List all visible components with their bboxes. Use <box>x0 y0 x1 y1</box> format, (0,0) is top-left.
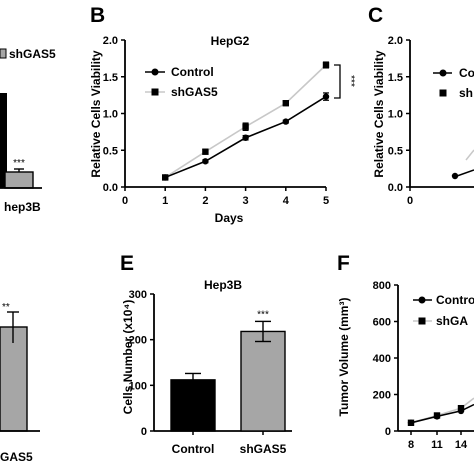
chart-title-b: HepG2 <box>211 34 250 48</box>
legend-label-shgas5: shGAS5 <box>9 47 56 61</box>
y-tick-label-b: 0.0 <box>103 182 118 194</box>
legend-label-shgas5-b: shGAS5 <box>171 85 218 99</box>
panel-letter-e: E <box>120 252 134 275</box>
y-tick-label-e: 100 <box>129 380 147 392</box>
y-tick-label-b: 0.5 <box>103 145 118 157</box>
significance-b: *** <box>345 75 356 87</box>
data-point-control-c <box>451 172 459 180</box>
y-tick-label-f: 0 <box>385 426 391 438</box>
x-tick-label-f: 8 <box>408 439 414 451</box>
data-point-shgas5-f <box>407 419 415 426</box>
x-tick-label-b: 4 <box>283 195 290 207</box>
data-point-control-b <box>202 158 209 165</box>
data-point-shgas5-f <box>457 404 465 412</box>
significance-d: ** <box>2 302 10 313</box>
x-tick-label-e: Control <box>172 442 215 456</box>
y-tick-label-e: 300 <box>129 289 147 301</box>
legend-swatch-shgas5 <box>0 48 7 59</box>
x-tick-label-c: 0 <box>407 195 413 207</box>
data-point-shgas5-b <box>322 61 330 69</box>
y-tick-label-b: 1.0 <box>103 109 118 121</box>
y-tick-label-b: 1.5 <box>103 72 118 84</box>
x-tick-label-b: 1 <box>162 195 168 207</box>
data-point-shgas5-b <box>202 148 209 155</box>
y-tick-label-c: 2.0 <box>388 35 403 47</box>
x-tick-label-b: 2 <box>202 195 208 207</box>
y-tick-label-f: 600 <box>373 317 391 329</box>
x-tick-label-b: 3 <box>243 195 249 207</box>
bar-control <box>0 93 7 188</box>
y-tick-label-e: 200 <box>129 335 147 347</box>
y-tick-label-f: 400 <box>373 353 391 365</box>
chart-title-e: Hep3B <box>204 278 242 292</box>
data-point-control-b <box>282 118 289 125</box>
legend-marker-control-c <box>439 69 447 77</box>
x-tick-label-b: 5 <box>323 195 329 207</box>
data-point-control-b <box>322 93 330 100</box>
panel-e: Hep3B Cells Number (x10⁴) 0 100 200 300 Cont… <box>121 278 292 456</box>
legend-marker-shgas5 <box>151 88 159 96</box>
panel-b: HepG2 Relative Cells Viability Days 0 1 2 3… <box>89 34 356 225</box>
data-point-shgas5-b <box>242 123 249 130</box>
y-axis-title-f: Tumor Volume (mm³) <box>337 298 351 417</box>
y-axis-title-e: Cells Number (x10⁴) <box>121 300 135 415</box>
panel-a: shGAS5 *** hep3B <box>0 47 56 214</box>
y-tick-label-c: 0.0 <box>388 182 403 194</box>
series-line-shgas5-b <box>164 64 327 179</box>
x-tick-label-f: 14 <box>455 439 468 451</box>
panel-letter-c: C <box>368 4 383 27</box>
series-line-shgas5-c <box>465 149 474 161</box>
bar-shgas5 <box>240 330 286 432</box>
y-tick-label-f: 800 <box>373 280 391 292</box>
tick-label-hep3b: hep3B <box>4 200 41 214</box>
y-tick-label-b: 2.0 <box>103 35 118 47</box>
x-tick-label-e: shGAS5 <box>240 442 287 456</box>
panel-letter-b: B <box>90 4 105 27</box>
y-tick-label-c: 1.5 <box>388 72 403 84</box>
significance-a: *** <box>13 158 25 169</box>
data-point-control-b <box>242 134 249 141</box>
panel-d: ** GAS5 <box>0 302 40 464</box>
series-line-f <box>410 403 474 424</box>
y-tick-label-f: 200 <box>373 390 391 402</box>
bar-shgas5 <box>4 171 34 189</box>
series-line-f <box>410 397 474 424</box>
data-point-shgas5-f <box>433 412 441 419</box>
bar-control <box>170 379 216 432</box>
x-axis-title-b: Days <box>215 211 244 225</box>
x-tick-label-b: 0 <box>122 195 128 207</box>
significance-e: *** <box>257 309 269 320</box>
legend-label-control-f: Contro <box>436 293 474 307</box>
legend-marker-shgas5-c <box>439 89 447 97</box>
panel-f: Tumor Volume (mm³) 0 200 400 600 800 8 11 14 Co… <box>337 280 474 451</box>
x-tick-label-f: 11 <box>431 439 443 451</box>
tick-label-d: GAS5 <box>0 450 33 464</box>
y-tick-label-e: 0 <box>141 426 147 438</box>
significance-bracket-b <box>334 64 341 99</box>
legend-marker-control-f <box>418 296 426 304</box>
panel-letter-f: F <box>337 252 350 275</box>
y-tick-label-c: 0.5 <box>388 145 403 157</box>
y-axis-title-c: Relative Cells Viability <box>372 50 386 177</box>
panel-c: Relative Cells Viability 0.0 0.5 1.0 1.5 2.0… <box>372 35 474 207</box>
legend-label-shgas5-f: shGA <box>436 314 468 328</box>
legend-marker-control <box>151 68 159 76</box>
legend-marker-shgas5-f <box>418 317 426 325</box>
data-point-shgas5-b <box>162 174 169 181</box>
y-tick-label-c: 1.0 <box>388 109 403 121</box>
legend-label-shgas5-c: sh <box>459 86 473 100</box>
series-line-control-c <box>456 169 474 177</box>
y-axis-title-b: Relative Cells Viability <box>89 50 103 177</box>
legend-label-control-c: Co <box>459 66 474 80</box>
legend-label-control-b: Control <box>171 65 214 79</box>
data-point-shgas5-b <box>282 100 289 107</box>
